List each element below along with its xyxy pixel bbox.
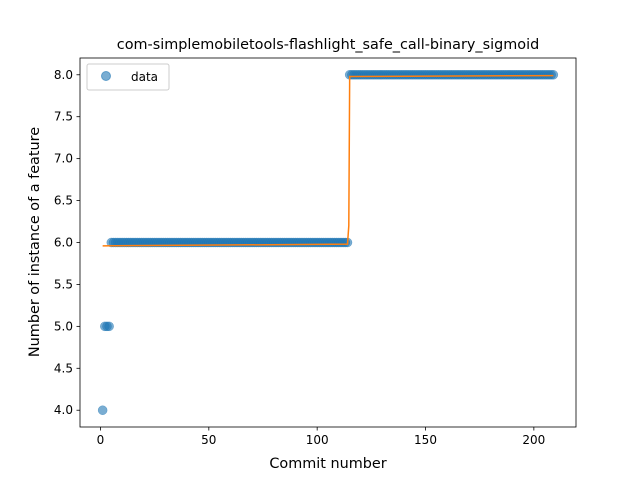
- axes: 0 50 100 150 200 4.0 4.5 5.0 5.5 6.0 6.5 7.0 7.5 8.0: [54, 57, 577, 447]
- legend-label: data: [131, 70, 158, 84]
- x-tick-label: 200: [522, 433, 545, 447]
- x-tick-label: 0: [97, 433, 105, 447]
- y-tick-label: 5.5: [54, 277, 73, 291]
- legend-box: [86, 63, 170, 91]
- chart-title: com-simplemobiletools-flashlight_safe_ca…: [117, 37, 539, 53]
- y-tick-label: 6.0: [54, 236, 73, 250]
- data-point: [97, 405, 108, 415]
- y-axis-label: Number of instance of a feature: [27, 127, 43, 357]
- fit-line: [102, 74, 554, 247]
- y-tick-label: 7.0: [54, 152, 73, 166]
- plot-marks: [97, 70, 559, 415]
- x-tick-label: 100: [306, 433, 329, 447]
- y-tick-label: 7.5: [54, 110, 73, 124]
- data-point: [104, 321, 114, 332]
- y-tick-label: 5.0: [54, 319, 73, 333]
- data-point: [548, 70, 559, 80]
- y-tick-label: 4.0: [54, 403, 73, 417]
- y-tick-label: 4.5: [54, 361, 73, 375]
- y-tick-label: 6.5: [54, 194, 73, 208]
- legend: data: [86, 63, 170, 91]
- y-tick-label: 8.0: [54, 68, 73, 82]
- legend-marker: [101, 71, 111, 81]
- x-tick-label: 150: [414, 433, 437, 447]
- x-axis-label: Commit number: [269, 456, 386, 472]
- x-tick-label: 50: [201, 433, 216, 447]
